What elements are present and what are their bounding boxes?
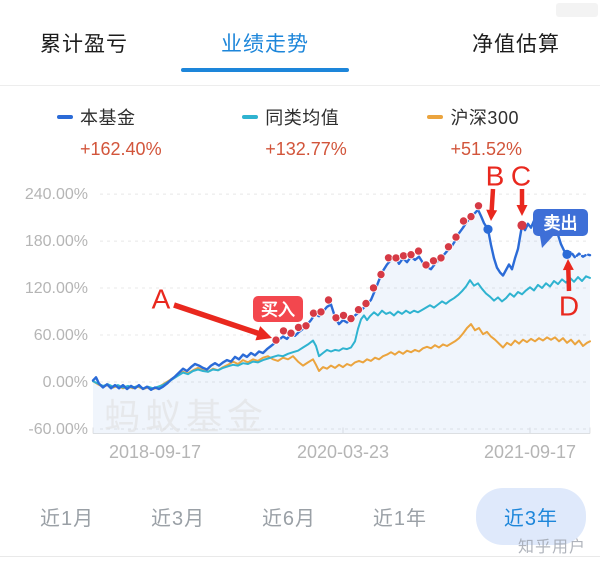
tab-performance-trend[interactable]: 业绩走势 [221,32,309,56]
buy-period-dot [308,308,318,318]
legend-csi300-value: +51.52% [450,139,522,159]
buy-period-dot [473,201,483,211]
y-axis-tick-label: 60.00% [34,327,88,344]
legend-peer-name: 同类均值 [265,108,340,128]
performance-line-chart[interactable]: 240.00% 180.00% 120.00% 60.00% 0.00% -60.00% 2… [0,155,600,470]
buy-period-dot [346,314,356,324]
buy-period-dot [391,253,401,263]
range-6-months[interactable]: 近6月 [261,507,317,530]
buy-period-dot [361,298,371,308]
buy-period-dot [428,256,438,266]
buy-period-dot [443,242,453,252]
buy-period-dot [458,216,468,226]
annotation-arrowhead [255,326,272,341]
range-1-month[interactable]: 近1月 [40,507,95,530]
x-axis-tick-label: 2020-03-23 [297,442,389,462]
buy-period-dot [368,283,378,293]
peer-line-swatch [242,115,259,119]
buy-period-dot [338,310,348,320]
sell-badge [533,209,588,236]
index-line-swatch [427,115,444,119]
buy-period-dot [398,251,408,261]
buy-period-dot [286,328,296,338]
fund-line [91,208,569,392]
legend-item-csi300: 沪深300 +51.52% [427,104,522,160]
buy-period-dot [301,321,311,331]
buy-period-dot [271,335,281,345]
buy-period-dot [406,250,416,260]
x-axis-tick-label: 2018-09-17 [109,442,201,462]
buy-period-dot [421,260,431,270]
buy-period-dot [323,295,333,305]
annotation-letter-A: A [152,284,171,315]
buy-period-dot [466,212,476,222]
range-3-years[interactable]: 近3年 [475,487,586,545]
y-axis-tick-label: -60.00% [28,421,88,438]
buy-period-dot [331,313,341,323]
event-marker-dot [562,249,572,259]
peer-average-line [92,275,591,390]
legend-fund-value: +162.40% [80,139,162,159]
ant-fund-watermark: 蚂蚁基金 [104,396,268,437]
buy-period-dot [436,253,446,263]
buy-period-dot [451,232,461,242]
corner-watermark [556,3,598,17]
y-axis-tick-label: 180.00% [25,233,88,250]
buy-period-dot [413,246,423,256]
range-1-year[interactable]: 近1年 [372,507,428,530]
buy-period-dot [353,305,363,315]
sell-badge-label: 卖出 [544,213,578,233]
annotation-letter-D: D [559,291,579,322]
y-axis-tick-label: 120.00% [25,280,88,297]
sell-badge-tail [540,236,553,248]
chart-legend: 本基金 +162.40% 同类均值 +132.77% 沪深300 +51.52% [0,104,600,160]
buy-period-dot [383,253,393,263]
legend-fund-name: 本基金 [80,108,136,128]
time-range-selector: 近1月 近3月 近6月 近1年 近3年 [0,487,600,545]
event-marker-dot [517,220,527,230]
x-axis-tick-label: 2021-09-17 [484,442,576,462]
buy-period-dot [278,326,288,336]
zhihu-user-watermark: 知乎用户 [517,539,586,556]
fund-line-dashed-tail [565,250,592,259]
annotation-letter-C: C [511,161,531,192]
annotation-arrow [489,188,496,214]
fund-line-swatch [57,115,73,119]
buy-badge [253,296,303,322]
bottom-divider [0,556,600,557]
annotation-arrowhead [486,209,498,221]
tab-cumulative-pnl[interactable]: 累计盈亏 [40,32,128,56]
annotation-arrow [565,266,572,292]
tab-bar: 累计盈亏 业绩走势 净值估算 [0,0,600,86]
y-axis-tick-label: 0.00% [43,374,88,391]
annotation-arrowhead [516,205,528,216]
legend-item-peer-average: 同类均值 +132.77% [242,104,347,160]
tab-nav-estimate[interactable]: 净值估算 [472,32,560,56]
annotation-arrowhead [562,259,574,271]
legend-peer-value: +132.77% [265,139,347,159]
buy-period-dot [316,307,326,317]
buy-period-dot [376,270,386,280]
legend-item-fund: 本基金 +162.40% [57,104,162,160]
buy-period-dot [293,322,303,332]
annotation-arrow [173,302,263,338]
y-axis-tick-label: 240.00% [25,186,88,203]
active-tab-underline [181,68,349,72]
legend-csi300-name: 沪深300 [450,108,519,128]
annotation-letter-B: B [486,161,505,192]
range-3-months[interactable]: 近3月 [150,507,206,530]
buy-badge-label: 买入 [261,301,295,320]
event-marker-dot [483,224,493,234]
